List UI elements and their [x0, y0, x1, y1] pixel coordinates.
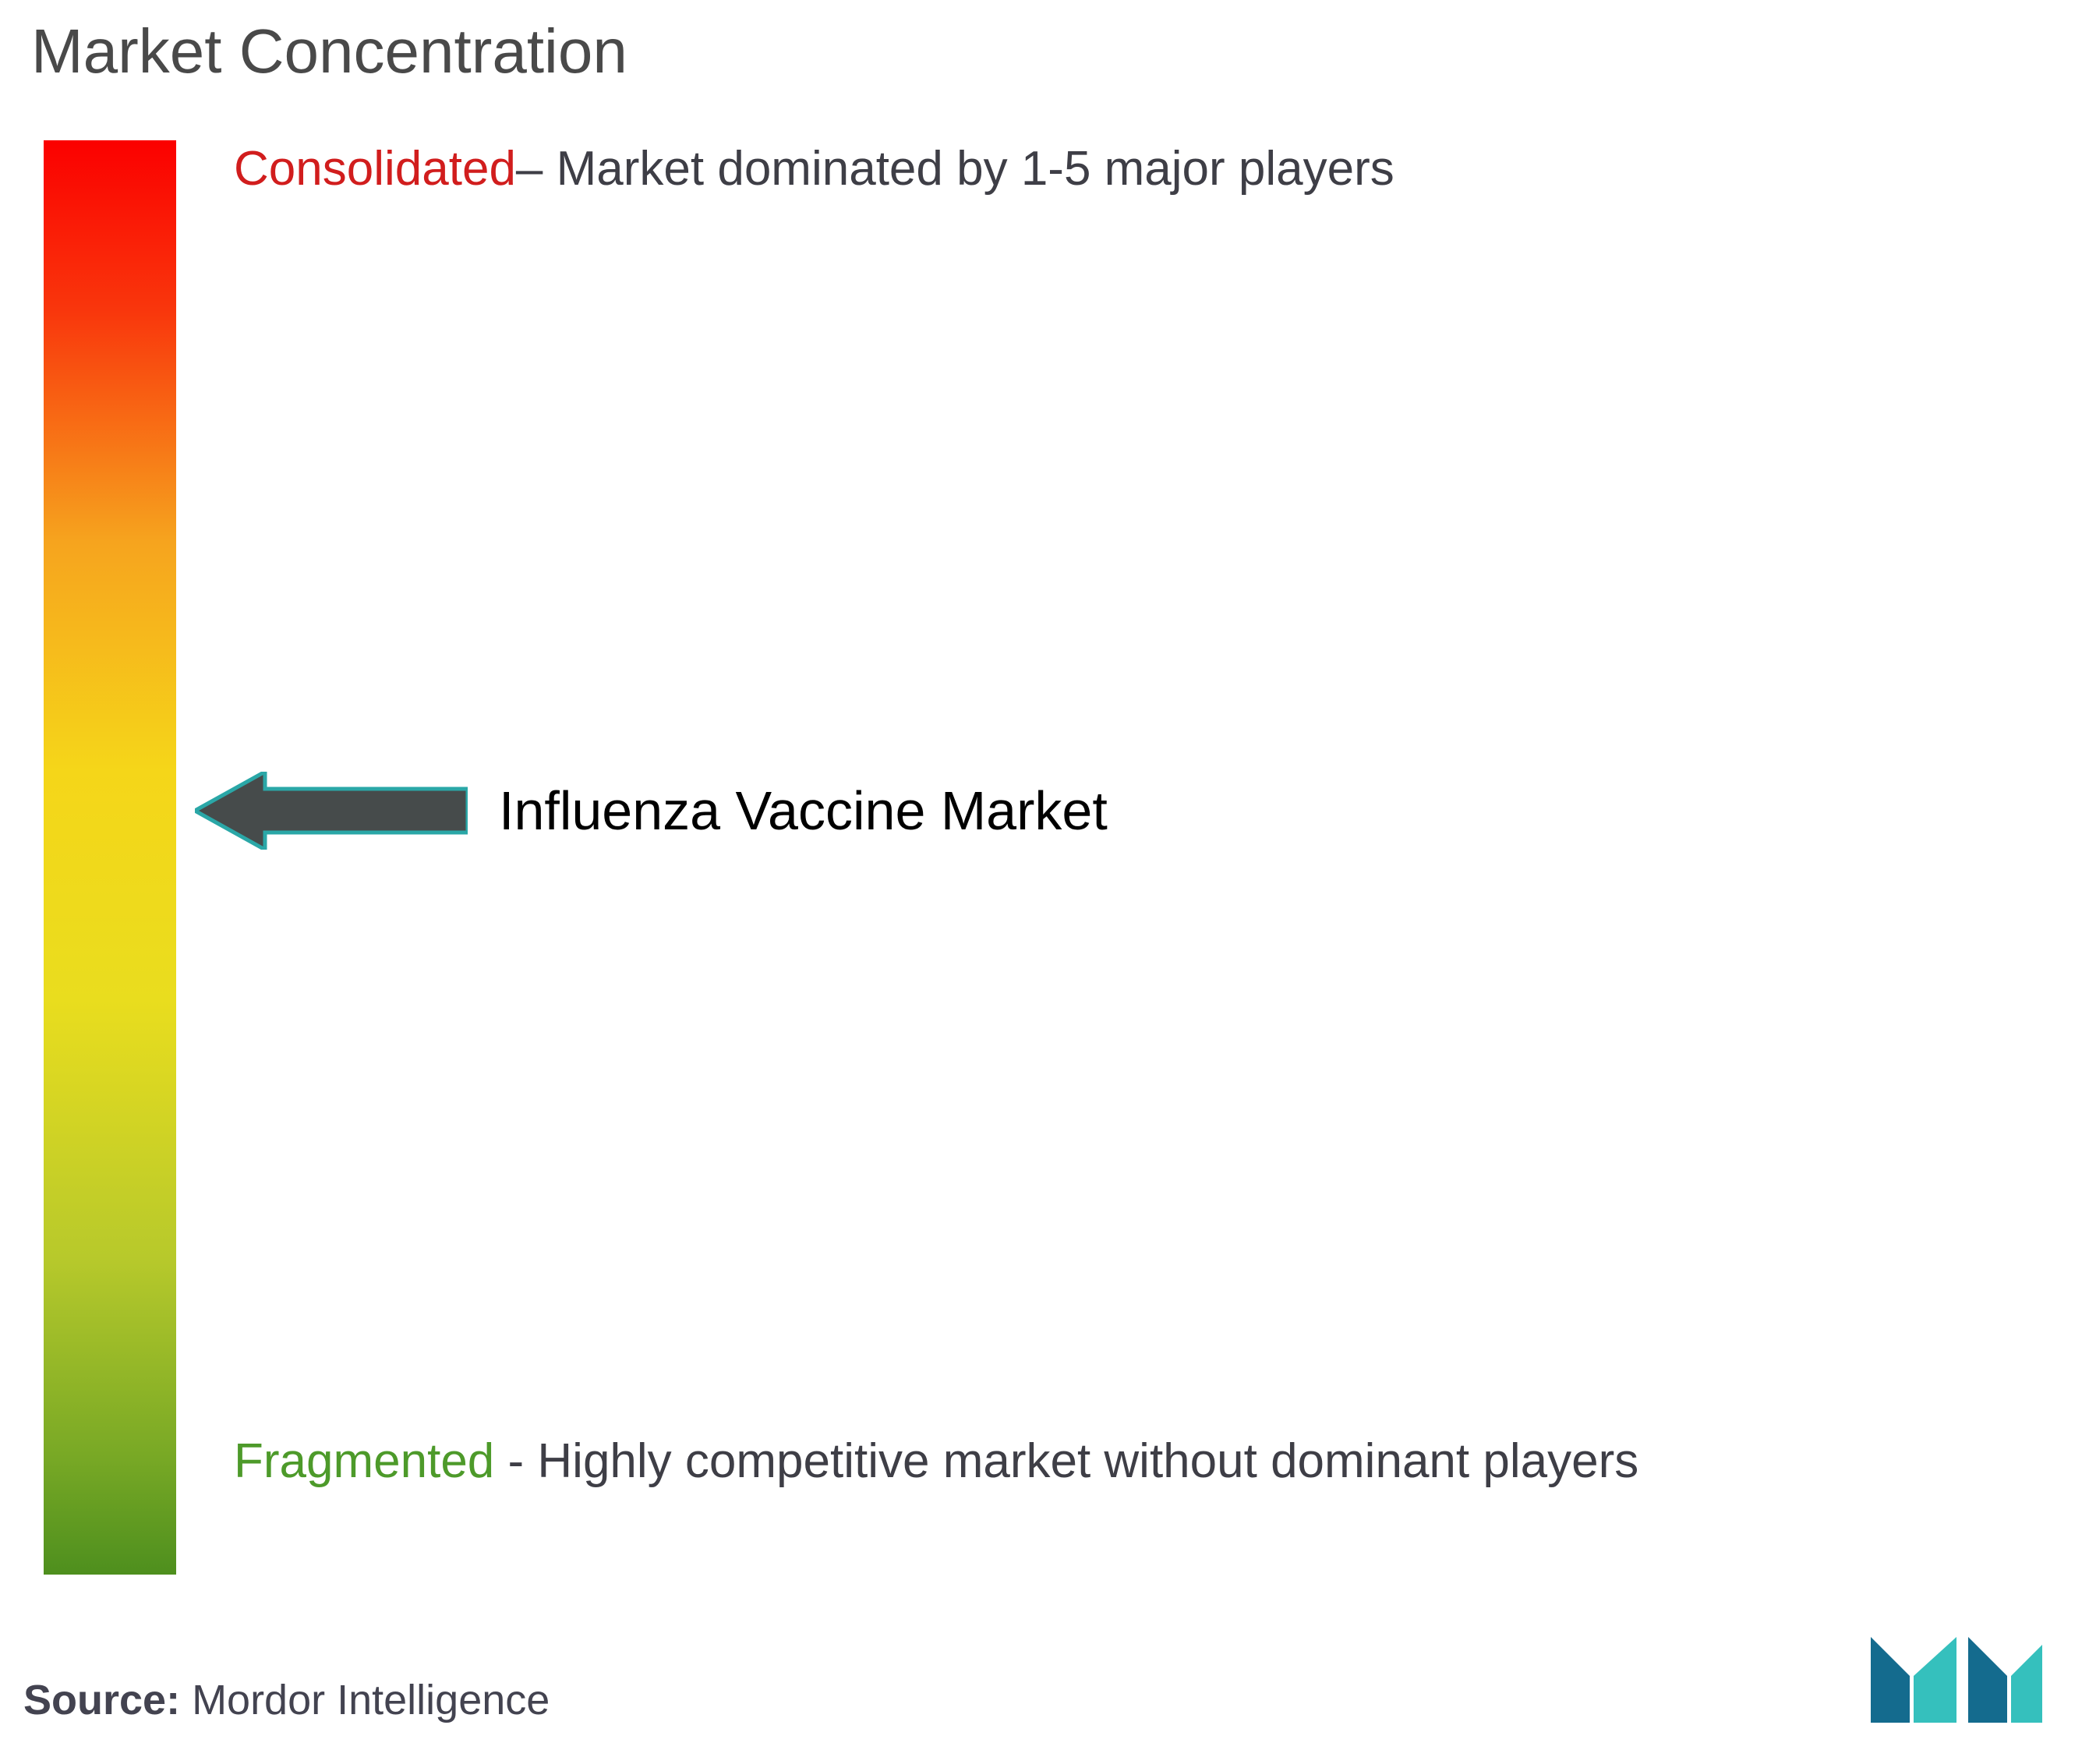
arrow-shape [195, 772, 468, 850]
market-position-marker: Influenza Vaccine Market [195, 772, 1108, 850]
page-title: Market Concentration [31, 16, 627, 87]
page: Market Concentration Consolidated– Marke… [0, 0, 2089, 1764]
mordor-logo-icon [1871, 1629, 2042, 1723]
consolidated-label: Consolidated [234, 142, 516, 196]
logo-left-shape [1871, 1637, 1910, 1723]
concentration-scale-bar [44, 140, 176, 1575]
source-value: Mordor Intelligence [192, 1677, 550, 1723]
left-arrow-icon [195, 772, 468, 850]
logo-right-a [1968, 1637, 2007, 1723]
source-key: Source: [23, 1677, 192, 1723]
fragmented-label: Fragmented [234, 1434, 494, 1488]
scale-bottom-label-row: Fragmented - Highly competitive market w… [234, 1433, 1638, 1490]
logo-right-b [2011, 1645, 2042, 1723]
source-attribution: Source: Mordor Intelligence [23, 1676, 550, 1724]
consolidated-description: – Market dominated by 1-5 major players [516, 142, 1394, 196]
scale-top-label-row: Consolidated– Market dominated by 1-5 ma… [234, 140, 1394, 198]
logo-mid-shape [1914, 1637, 1956, 1723]
fragmented-description: - Highly competitive market without domi… [494, 1434, 1638, 1488]
market-name-label: Influenza Vaccine Market [499, 779, 1108, 842]
